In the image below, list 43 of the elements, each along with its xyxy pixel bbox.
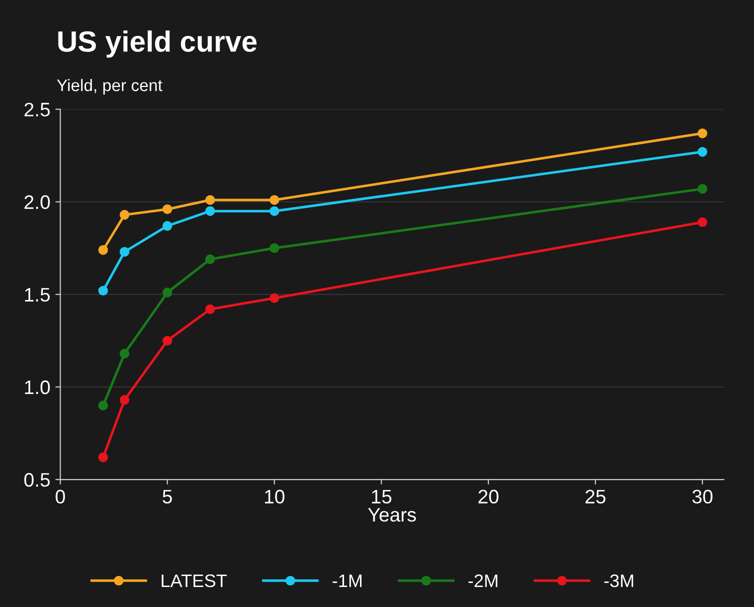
legend-label: -2M — [468, 574, 498, 588]
x-tick-label: 5 — [162, 490, 172, 504]
point — [205, 304, 216, 314]
point — [162, 221, 172, 231]
point — [120, 246, 130, 257]
y-tick-label: 2.5 — [24, 102, 50, 116]
point — [269, 243, 280, 253]
y-tick-label: 2.0 — [24, 195, 50, 210]
point — [698, 128, 708, 138]
point — [120, 210, 130, 220]
point — [269, 195, 280, 205]
x-tick-label: 25 — [586, 490, 606, 504]
x-tick-label: 10 — [265, 490, 284, 504]
x-tick-label: 0 — [56, 490, 65, 504]
point — [269, 293, 280, 303]
point — [162, 204, 172, 214]
point — [698, 146, 708, 157]
legend-label: LATEST — [162, 574, 227, 588]
point — [98, 400, 108, 410]
point — [205, 254, 216, 264]
point — [162, 288, 172, 298]
point — [205, 206, 216, 216]
y-tick-label: 1.5 — [25, 288, 50, 302]
point — [205, 195, 216, 205]
point — [98, 452, 108, 462]
x-tick-label: 20 — [478, 490, 498, 504]
point — [98, 245, 108, 255]
point — [120, 395, 130, 405]
chart-subtitle: Yield, per cent — [56, 78, 162, 95]
point — [120, 348, 130, 358]
y-tick-label: 0.5 — [24, 473, 50, 487]
y-tick-label: 1.0 — [25, 380, 50, 394]
point — [269, 206, 280, 216]
point — [162, 336, 172, 346]
x-tick-label: 15 — [372, 490, 392, 504]
legend-label: -1M — [332, 574, 362, 588]
x-tick-label: 30 — [692, 490, 712, 504]
legend-label: -3M — [604, 574, 634, 588]
point — [698, 217, 708, 228]
x-axis-title: Years — [368, 508, 416, 522]
chart-title: US yield curve — [58, 30, 257, 58]
point — [698, 184, 708, 194]
point — [98, 286, 108, 296]
